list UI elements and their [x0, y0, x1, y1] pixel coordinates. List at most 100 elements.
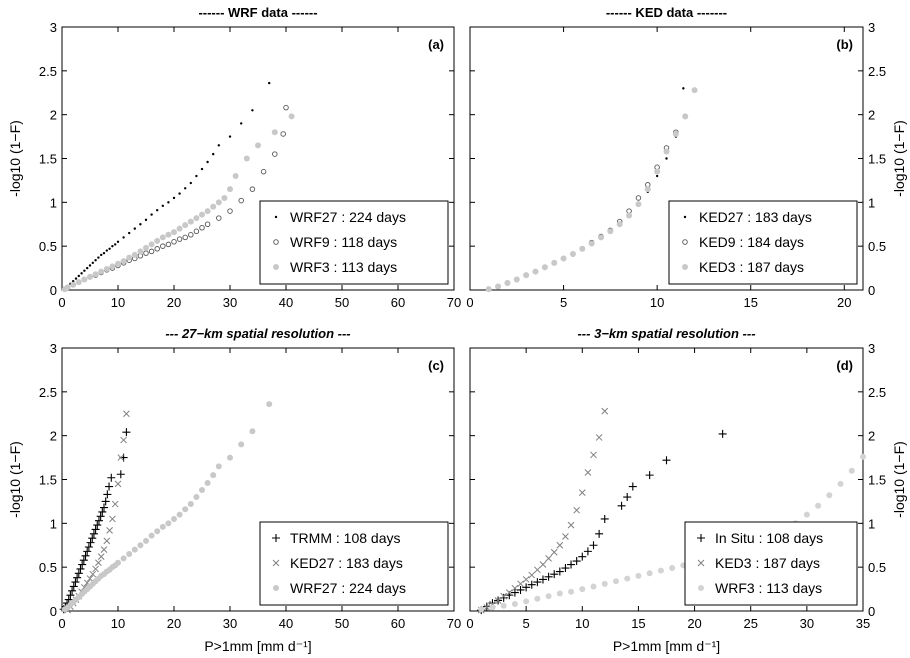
data-point — [137, 542, 144, 549]
data-point — [495, 283, 502, 290]
data-point — [601, 407, 609, 415]
x-tick-label: 70 — [447, 616, 461, 631]
x-tick-label: 15 — [743, 295, 757, 310]
data-point — [485, 286, 492, 293]
data-point — [120, 258, 127, 265]
legend-entry: KED3 : 187 days — [715, 555, 820, 571]
data-point — [103, 490, 112, 499]
data-point — [556, 590, 563, 597]
data-point — [171, 229, 177, 236]
x-tick-label: 15 — [631, 616, 645, 631]
legend-marker — [682, 239, 688, 245]
data-point — [682, 113, 689, 120]
y-tick-label: 0 — [50, 283, 57, 298]
y-tick-label: 2.5 — [868, 385, 886, 400]
data-point — [595, 529, 604, 538]
panel-title: --- 27−km spatial resolution --- — [165, 326, 350, 341]
data-point — [117, 454, 125, 461]
data-point — [87, 273, 93, 280]
data-point — [598, 234, 604, 241]
data-point — [66, 591, 75, 600]
legend-box — [684, 521, 858, 606]
data-point — [97, 256, 100, 259]
data-point — [616, 221, 623, 228]
data-point — [251, 109, 254, 112]
data-point — [271, 129, 278, 136]
data-point — [94, 258, 97, 262]
data-point — [159, 234, 166, 241]
data-point — [128, 231, 131, 235]
y-tick-label: 1 — [50, 195, 57, 210]
data-point — [165, 520, 172, 527]
data-point — [523, 272, 530, 279]
data-point — [561, 564, 570, 573]
data-point — [154, 246, 160, 252]
data-point — [94, 516, 103, 525]
data-point — [528, 571, 536, 579]
data-point — [478, 606, 485, 613]
legend-marker — [697, 559, 705, 567]
data-point — [74, 569, 83, 578]
x-tick-label: 10 — [111, 295, 125, 310]
data-point — [195, 174, 198, 178]
data-point — [283, 104, 289, 111]
data-point — [272, 151, 278, 157]
data-point — [187, 218, 194, 225]
x-tick-label: 20 — [837, 295, 851, 310]
x-tick-label: 40 — [279, 295, 293, 310]
data-point — [500, 602, 507, 609]
data-point — [583, 547, 592, 556]
data-point — [569, 251, 576, 258]
data-point — [148, 241, 155, 248]
data-point — [156, 209, 159, 212]
series-1 — [59, 428, 131, 614]
data-point — [803, 511, 810, 518]
data-point — [143, 250, 149, 256]
data-point — [584, 469, 592, 476]
data-point — [96, 512, 105, 521]
data-point — [588, 240, 595, 247]
data-point — [644, 186, 651, 193]
legend-box — [668, 200, 858, 285]
data-point — [111, 500, 119, 508]
data-point — [511, 600, 518, 607]
data-point — [212, 152, 215, 156]
y-tick-label: 1.5 — [868, 152, 886, 167]
data-point — [182, 234, 188, 241]
data-point — [81, 551, 90, 560]
x-tick-label: 0 — [466, 616, 473, 631]
data-point — [76, 564, 85, 573]
data-point — [106, 526, 113, 534]
y-tick-label: 2 — [50, 429, 57, 444]
data-point — [199, 225, 205, 231]
legend-entry: In Situ : 108 days — [715, 530, 823, 546]
series-3 — [485, 87, 698, 293]
panel-label: (c) — [428, 358, 444, 373]
legend-marker — [273, 264, 279, 270]
data-point — [178, 192, 181, 195]
panel-label: (b) — [836, 37, 853, 52]
x-tick-label: 0 — [58, 295, 65, 310]
data-point — [545, 555, 552, 562]
y-tick-label: 0.5 — [868, 560, 886, 575]
data-point — [126, 254, 133, 261]
data-point — [116, 240, 120, 243]
series-1 — [487, 87, 685, 291]
data-point — [83, 269, 86, 272]
panel-a: 0 10 20 30 40 50 60 70 0 0.5 1 1.5 2 2.5 3 ------ WRF d… — [7, 5, 461, 310]
series-2 — [477, 407, 609, 614]
y-tick-label: 3 — [868, 341, 875, 356]
y-tick-label: 2.5 — [39, 64, 57, 79]
data-point — [260, 168, 267, 175]
data-point — [200, 167, 204, 171]
y-tick-label: 2.5 — [39, 385, 57, 400]
data-point — [182, 506, 189, 513]
data-point — [81, 276, 88, 283]
y-tick-label: 1 — [868, 195, 875, 210]
data-point — [143, 537, 149, 544]
data-point — [103, 537, 111, 545]
data-point — [815, 502, 822, 509]
data-point — [199, 211, 205, 218]
y-tick-label: 1.5 — [868, 473, 886, 488]
data-point — [288, 113, 295, 120]
